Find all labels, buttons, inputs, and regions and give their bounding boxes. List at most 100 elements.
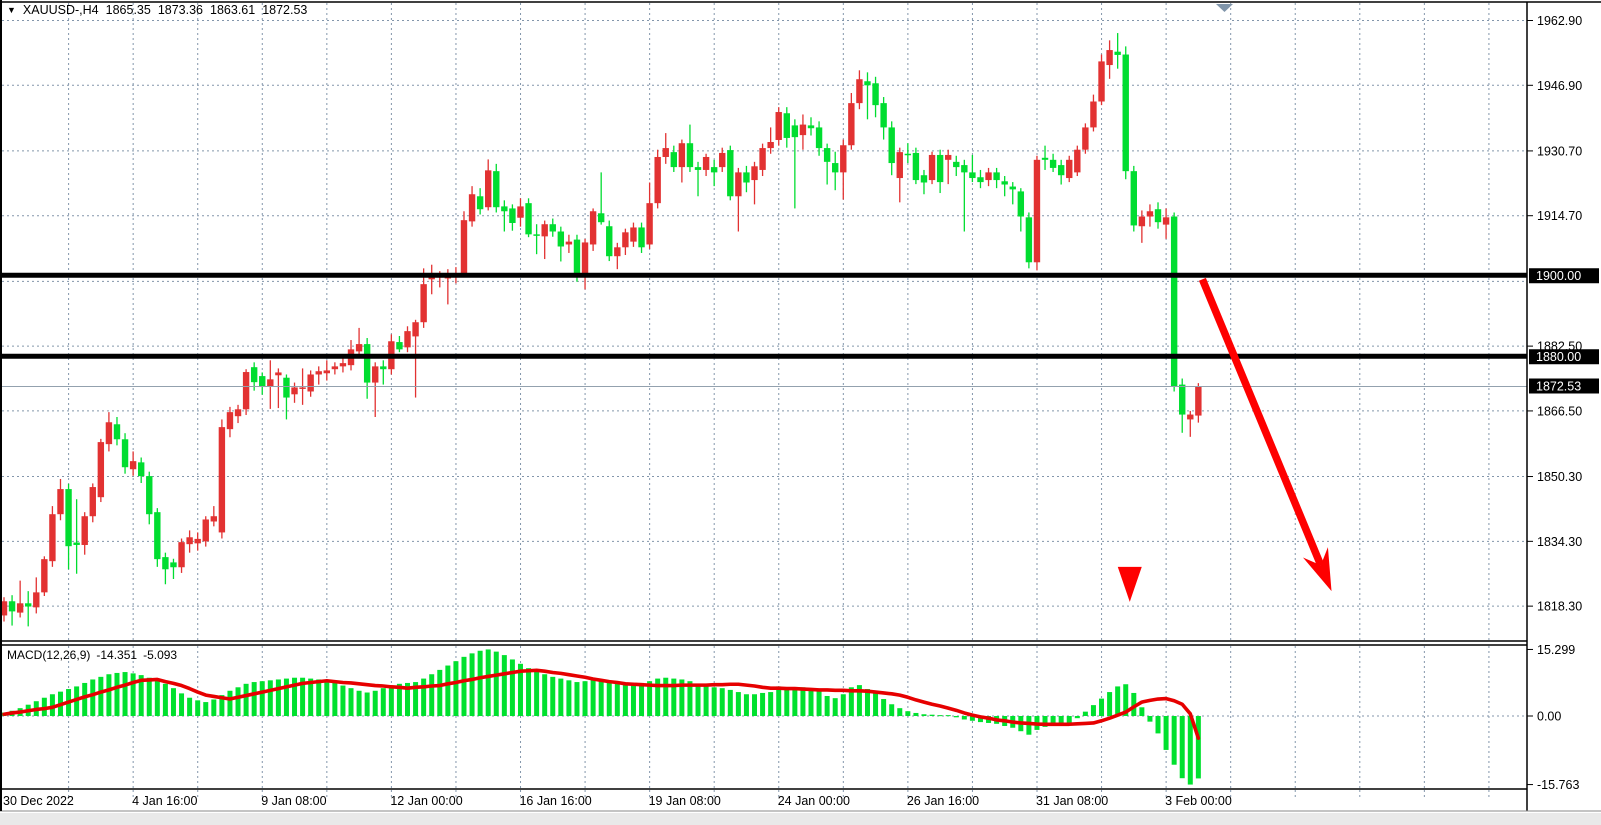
candle-bearish: [1057, 165, 1065, 176]
sell-marker-icon[interactable]: [1117, 566, 1142, 602]
candle-bearish: [864, 81, 871, 86]
candle-bearish: [1130, 171, 1137, 226]
price-level-tag: [1529, 349, 1599, 365]
macd-histogram-bar: [687, 681, 693, 716]
time-axis-label[interactable]: 9 Jan 08:00: [261, 794, 326, 808]
price-tick-label[interactable]: 1850.30: [1537, 470, 1582, 484]
candle-bullish: [1090, 101, 1097, 128]
macd-tick-label[interactable]: -15.763: [1537, 778, 1579, 792]
candle-bullish: [275, 372, 282, 376]
price-tick-label[interactable]: 1914.70: [1537, 209, 1582, 223]
time-axis-label[interactable]: 26 Jan 16:00: [907, 794, 979, 808]
candle-bullish: [751, 166, 758, 181]
time-axis-label[interactable]: 19 Jan 08:00: [649, 794, 721, 808]
time-axis-label[interactable]: 31 Jan 08:00: [1036, 794, 1108, 808]
candle-bearish: [904, 153, 912, 156]
candle-bearish: [694, 167, 702, 170]
macd-histogram-bar: [1179, 716, 1185, 779]
candle-bearish: [815, 127, 823, 149]
macd-histogram-bar: [509, 659, 515, 716]
macd-histogram-bar: [138, 675, 144, 716]
price-tick-label[interactable]: 1946.90: [1537, 79, 1582, 93]
candle-bullish: [129, 461, 137, 470]
macd-histogram-bar: [114, 672, 120, 716]
macd-histogram-bar: [800, 687, 806, 716]
candle-bearish: [912, 152, 920, 181]
candle-bullish: [412, 322, 419, 337]
candle-bearish: [549, 224, 556, 232]
candle-bullish: [1074, 149, 1081, 173]
macd-histogram-bar: [1107, 692, 1113, 716]
macd-histogram-bar: [679, 679, 685, 716]
candle-bullish: [16, 603, 24, 613]
macd-histogram-bar: [1042, 716, 1048, 727]
macd-histogram-bar: [808, 689, 814, 716]
candle-bullish: [331, 366, 339, 370]
candle-bullish: [339, 363, 347, 367]
chart-title: ▼ XAUUSD-,H4 1865.35 1873.36 1863.61 1872.53: [7, 3, 314, 17]
macd-histogram-bar: [235, 687, 241, 716]
candle-bearish: [509, 208, 516, 223]
candle-bullish: [517, 206, 524, 218]
candle-bearish: [1017, 191, 1025, 217]
candle-bearish: [1114, 51, 1121, 55]
candle-bullish: [97, 442, 105, 498]
macd-histogram-bar: [703, 685, 709, 716]
candle-bullish: [662, 148, 669, 157]
macd-histogram-bar: [453, 661, 459, 716]
time-axis-label[interactable]: 4 Jan 16:00: [132, 794, 197, 808]
macd-histogram-bar: [421, 678, 427, 716]
current-price-tag-label: 1872.53: [1536, 379, 1581, 393]
price-tick-label[interactable]: 1834.30: [1537, 535, 1582, 549]
candle-bullish: [372, 366, 379, 383]
macd-histogram-bar: [921, 714, 927, 716]
macd-histogram-bar: [590, 679, 596, 716]
candle-bearish: [936, 154, 944, 183]
candle-bullish: [210, 516, 218, 522]
macd-name: MACD(12,26,9): [7, 648, 91, 662]
candle-bearish: [686, 143, 694, 168]
macd-histogram-bar: [162, 683, 168, 716]
trend-arrow-head[interactable]: [1302, 547, 1332, 592]
current-price-tag: [1529, 378, 1599, 394]
time-axis-label[interactable]: 16 Jan 16:00: [519, 794, 591, 808]
time-axis-label[interactable]: 12 Jan 00:00: [390, 794, 462, 808]
macd-histogram-bar: [396, 683, 402, 716]
macd-histogram-bar: [622, 684, 628, 716]
candle-bearish: [872, 83, 879, 106]
macd-histogram-bar: [195, 700, 201, 716]
macd-histogram-bar: [187, 697, 193, 716]
macd-tick-label[interactable]: 0.00: [1537, 710, 1561, 724]
symbol-dropdown-icon[interactable]: ▼: [7, 5, 16, 15]
price-tick-label[interactable]: 1818.30: [1537, 600, 1582, 614]
price-tick-label[interactable]: 1962.90: [1537, 14, 1582, 28]
macd-histogram-bar: [816, 689, 822, 716]
candle-bullish: [630, 227, 637, 242]
candle-bearish: [283, 377, 290, 398]
candle-bullish: [1106, 50, 1113, 66]
price-tick-label[interactable]: 1930.70: [1537, 144, 1582, 158]
macd-histogram-bar: [929, 714, 935, 716]
time-axis-label[interactable]: 3 Feb 00:00: [1165, 794, 1232, 808]
time-axis-label[interactable]: 24 Jan 00:00: [778, 794, 850, 808]
candle-bullish: [355, 344, 363, 352]
macd-histogram-bar: [784, 687, 790, 716]
candle-bullish: [49, 514, 56, 562]
symbol-period-label: XAUUSD-,H4: [22, 3, 99, 17]
candle-bullish: [1138, 216, 1146, 227]
candle-bullish: [799, 124, 807, 136]
candle-bullish: [622, 232, 629, 248]
scroll-position-marker-icon[interactable]: [1216, 4, 1233, 12]
candle-bearish: [920, 175, 928, 183]
candle-bearish: [961, 165, 968, 173]
candle-bearish: [1179, 384, 1186, 415]
macd-tick-label[interactable]: 15.299: [1537, 643, 1575, 657]
macd-histogram-bar: [711, 687, 717, 716]
macd-histogram-bar: [1195, 716, 1201, 779]
macd-histogram-bar: [953, 716, 959, 718]
price-tick-label[interactable]: 1866.50: [1537, 404, 1582, 418]
candle-bullish: [194, 538, 201, 544]
time-axis-label[interactable]: 30 Dec 2022: [3, 794, 74, 808]
trend-arrow-shaft[interactable]: [1198, 277, 1325, 567]
